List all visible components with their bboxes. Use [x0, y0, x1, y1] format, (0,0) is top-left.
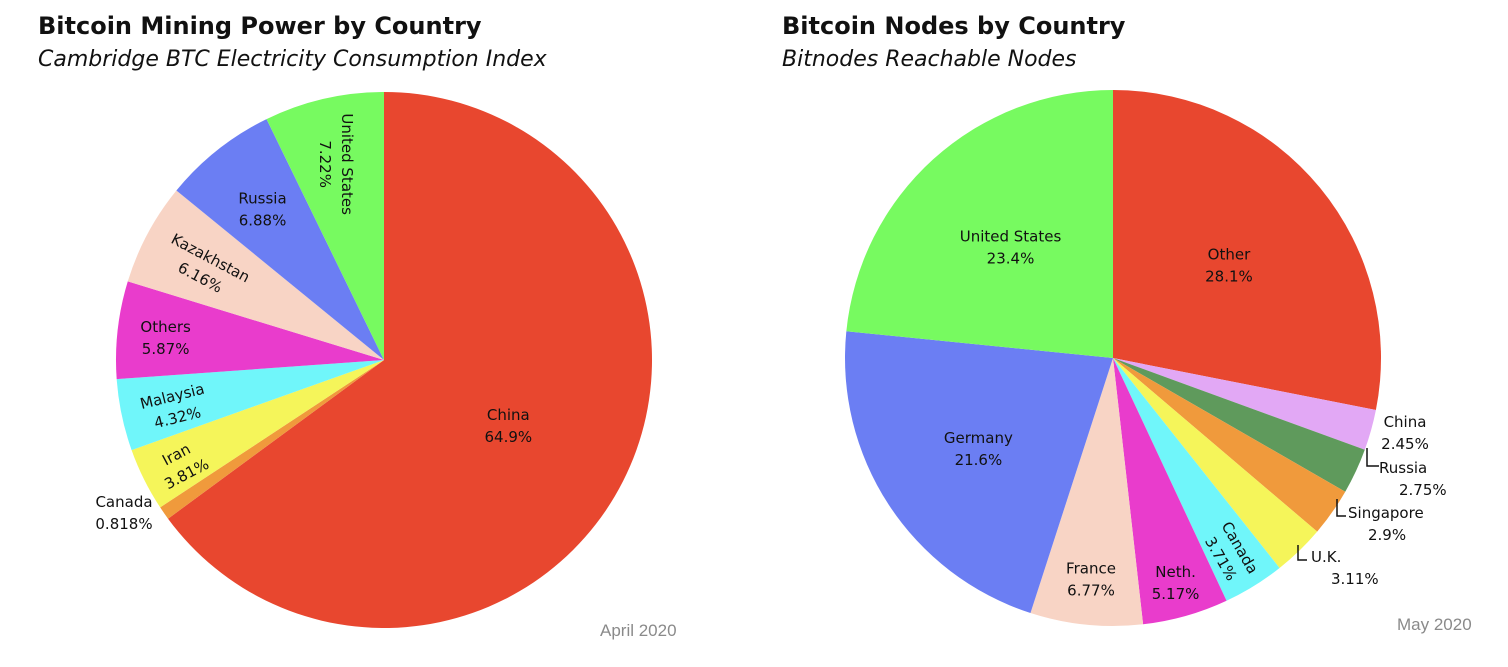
pie-slice-germany [845, 331, 1113, 613]
slice-name-label: United States [338, 113, 356, 215]
slice-value-label: 28.1% [1205, 268, 1253, 286]
slice-name-label: U.K. [1311, 548, 1341, 566]
pie-slice-france [1030, 358, 1144, 627]
nodes-panel: Bitcoin Nodes by Country Bitnodes Reacha… [760, 0, 1508, 667]
slice-value-label: 21.6% [955, 451, 1003, 469]
slice-label-neth: Neth. 5.17% [1152, 563, 1200, 603]
leader-line [1336, 499, 1346, 517]
slice-labels: Other28.1%China2.45%Russia2.75%Singapore… [944, 228, 1447, 603]
slice-value-label: 2.75% [1399, 481, 1447, 499]
pie-slices [115, 92, 653, 628]
pie-slice-united-states [266, 92, 384, 360]
slice-name-label: Canada [95, 493, 152, 511]
slice-label-singapore: Singapore 2.9% [1336, 499, 1424, 544]
nodes-pie-chart: Other28.1%China2.45%Russia2.75%Singapore… [845, 90, 1447, 627]
slice-label-canada: Canada 0.818% [95, 493, 152, 533]
pie-slice-others [115, 281, 385, 380]
slice-label-russia: Russia 6.88% [238, 190, 286, 230]
slice-value-label: 2.45% [1381, 435, 1429, 453]
slice-name-label: Russia [238, 190, 286, 208]
chart-date-label: May 2020 [1397, 615, 1472, 634]
slice-value-label: 7.22% [316, 140, 334, 188]
pie-slice-canada [1113, 358, 1280, 601]
pie-slice-united-states [846, 90, 1113, 358]
slice-name-label: Other [1208, 246, 1251, 264]
slice-name-label: Others [140, 318, 191, 336]
chart-title: Bitcoin Mining Power by Country [38, 12, 482, 40]
leader-line [1366, 448, 1379, 467]
slice-value-label: 64.9% [485, 428, 533, 446]
pie-slice-china [168, 92, 653, 628]
pie-slice-china [1113, 358, 1376, 450]
chart-date-label: April 2020 [600, 621, 677, 640]
pie-slice-malaysia [116, 360, 385, 451]
slice-label-others: Others 5.87% [140, 318, 191, 358]
slice-label-china: China 2.45% [1381, 413, 1429, 453]
pie-slice-russia [176, 119, 384, 361]
chart-subtitle: Cambridge BTC Electricity Consumption In… [38, 47, 547, 72]
pie-slice-kazakhstan [127, 190, 384, 360]
slice-name-label: China [1384, 413, 1427, 431]
pie-slice-singapore [1113, 358, 1346, 532]
slice-label-china: China 64.9% [485, 406, 533, 446]
slice-label-france: France 6.77% [1066, 560, 1116, 600]
slice-name-label: Russia [1379, 459, 1427, 477]
pie-slice-canada [160, 360, 384, 519]
slice-value-label: 23.4% [987, 250, 1035, 268]
slice-label-russia: Russia 2.75% [1366, 448, 1447, 499]
slice-value-label: 6.88% [239, 212, 287, 230]
slice-label-germany: Germany 21.6% [944, 429, 1013, 469]
slice-name-label: China [487, 406, 530, 424]
pie-slices [845, 90, 1382, 627]
pie-slice-u-k [1113, 358, 1318, 568]
slice-value-label: 0.818% [95, 515, 152, 533]
mining-power-pie-chart: China64.9%Canada0.818%Iran3.81%Malaysia4… [95, 92, 653, 628]
slice-name-label: France [1066, 560, 1116, 578]
slice-label-united-states: United States 23.4% [960, 228, 1062, 268]
chart-subtitle: Bitnodes Reachable Nodes [782, 47, 1077, 72]
slice-label-u-k: U.K. 3.11% [1297, 545, 1379, 588]
pie-slice-other [1113, 90, 1382, 411]
slice-name-label: United States [960, 228, 1062, 246]
slice-name-label: Germany [944, 429, 1013, 447]
slice-label-other: Other 28.1% [1205, 246, 1253, 286]
mining-power-panel: Bitcoin Mining Power by Country Cambridg… [38, 12, 677, 640]
leader-line [1297, 545, 1307, 561]
slice-value-label: 6.77% [1067, 582, 1115, 600]
slice-value-label: 5.87% [142, 340, 190, 358]
slice-value-label: 2.9% [1368, 526, 1406, 544]
pie-slice-iran [131, 360, 384, 508]
slice-value-label: 5.17% [1152, 585, 1200, 603]
slice-name-label: Singapore [1348, 504, 1424, 522]
slice-value-label: 3.11% [1331, 570, 1379, 588]
pie-slice-neth [1113, 358, 1227, 625]
chart-title: Bitcoin Nodes by Country [782, 12, 1126, 40]
pie-slice-russia [1113, 358, 1365, 492]
slice-name-label: Neth. [1155, 563, 1196, 581]
